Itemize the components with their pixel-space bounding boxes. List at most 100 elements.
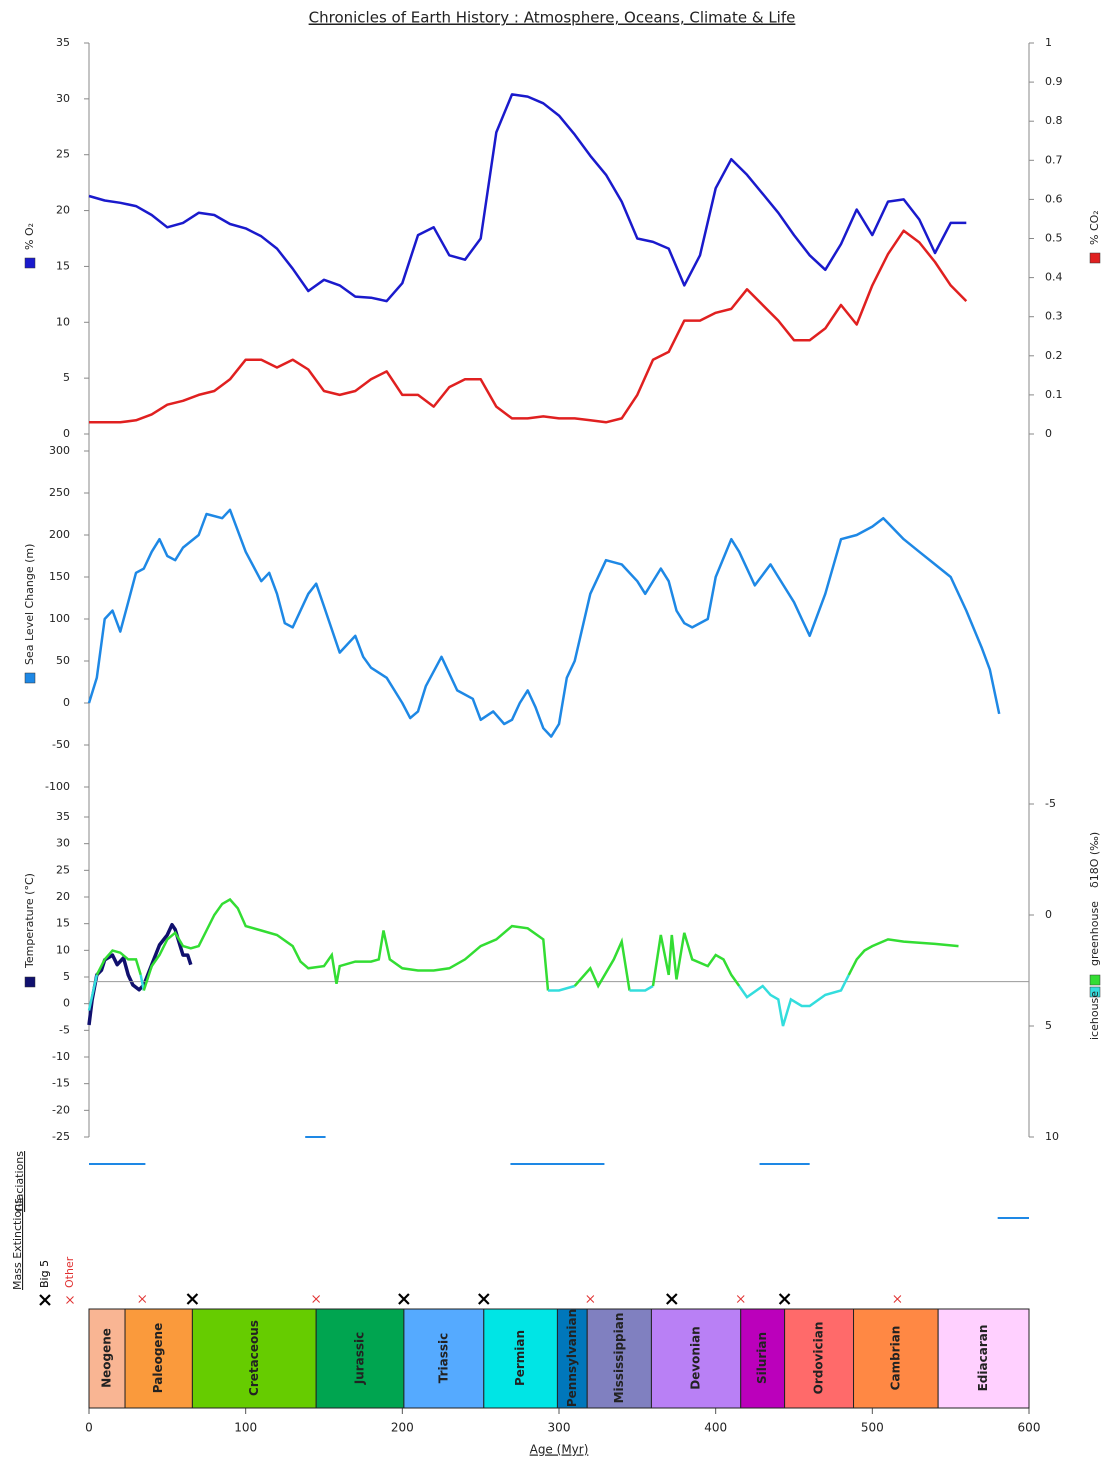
y-tick-label: 30: [56, 92, 70, 105]
y2-tick-label: 0.7: [1045, 153, 1063, 166]
y-tick-label: 20: [56, 204, 70, 217]
extinction-marker: [398, 1293, 410, 1305]
series-line: [88, 93, 967, 303]
period-label: Mississippian: [612, 1313, 626, 1404]
greenhouse-line: [95, 949, 142, 976]
period: [784, 1308, 855, 1409]
period: [853, 1308, 939, 1409]
y2-tick-label: 10: [1045, 1130, 1059, 1143]
x-tick-label: 500: [861, 1421, 884, 1435]
y-tick-label: -5: [59, 1023, 70, 1036]
y-tick-label: -100: [45, 780, 70, 793]
y2-tick-label: 0.5: [1045, 232, 1063, 245]
legend-label: % CO₂: [1088, 210, 1101, 245]
legend-label: greenhouse: [1088, 901, 1101, 966]
extinction-marker: [893, 1295, 902, 1303]
y-tick-label: 15: [56, 259, 70, 272]
period-label: Jurassic: [353, 1332, 367, 1386]
x-tick-label: 300: [548, 1421, 571, 1435]
period-label: Ediacaran: [976, 1325, 990, 1392]
extinction-marker: [138, 1295, 147, 1303]
mass-extinctions-label: Mass Extinctions: [11, 1198, 24, 1290]
y-tick-label: -15: [52, 1077, 70, 1090]
icehouse-line: [87, 974, 99, 1011]
y-tick-label: 300: [49, 444, 70, 457]
y2-tick-label: 0.4: [1045, 271, 1063, 284]
legend-label: icehouse: [1088, 991, 1101, 1040]
legend-swatch: [1089, 252, 1101, 264]
legend-swatch: [1089, 974, 1101, 986]
y-tick-label: -50: [52, 738, 70, 751]
y-tick-label: 10: [56, 943, 70, 956]
series-line: [89, 229, 968, 424]
y2-tick-label: 0.1: [1045, 388, 1063, 401]
x-tick-label: 600: [1018, 1421, 1041, 1435]
y-tick-label: -10: [52, 1050, 70, 1063]
greenhouse-line: [651, 932, 741, 987]
period: [403, 1308, 485, 1409]
y-tick-label: 200: [49, 528, 70, 541]
y-tick-label: 10: [56, 315, 70, 328]
period-label: Cambrian: [888, 1326, 902, 1391]
period: [191, 1308, 317, 1409]
legend-swatch: [24, 257, 36, 269]
y-tick-label: 35: [56, 36, 70, 49]
period-label: Cretaceous: [247, 1320, 261, 1396]
icehouse-line: [548, 984, 576, 992]
legend-label: Other: [63, 1256, 76, 1288]
period: [88, 1308, 126, 1409]
icehouse-line: [139, 974, 146, 991]
y2-tick-label: 0.8: [1045, 114, 1063, 127]
glaciations-label: Glaciations: [13, 1151, 26, 1212]
period-label: Silurian: [755, 1332, 769, 1384]
greenhouse-line: [142, 897, 550, 991]
period-label: Devonian: [689, 1326, 703, 1389]
y-tick-label: 0: [63, 997, 70, 1010]
legend-label: % O₂: [23, 223, 36, 250]
period: [315, 1308, 405, 1409]
period-label: Permian: [513, 1330, 527, 1386]
y2-tick-label: 0.6: [1045, 192, 1063, 205]
period: [740, 1308, 786, 1409]
y-tick-label: 50: [56, 654, 70, 667]
y2-tick-label: 5: [1045, 1019, 1052, 1032]
extinction-marker: [186, 1293, 199, 1305]
period: [124, 1308, 193, 1409]
y-tick-label: 0: [63, 427, 70, 440]
y-tick-label: 0: [63, 696, 70, 709]
greenhouse-line: [573, 937, 631, 991]
y2-tick-label: 0.9: [1045, 75, 1063, 88]
y-tick-label: 100: [49, 612, 70, 625]
y-tick-label: 250: [49, 486, 70, 499]
legend-marker: [39, 1294, 51, 1306]
icehouse-line: [738, 974, 850, 1027]
chart-title: Chronicles of Earth History : Atmosphere…: [309, 9, 796, 27]
legend-label: δ18O (‰): [1088, 832, 1101, 888]
y-tick-label: 150: [49, 570, 70, 583]
period: [586, 1308, 652, 1409]
y-tick-label: 25: [56, 863, 70, 876]
extinction-marker: [736, 1295, 745, 1303]
period: [483, 1308, 558, 1409]
y-tick-label: 20: [56, 890, 70, 903]
legend-label: Temperature (°C): [23, 873, 36, 969]
x-tick-label: 0: [85, 1421, 93, 1435]
period: [650, 1308, 742, 1409]
y-tick-label: 30: [56, 837, 70, 850]
period: [556, 1308, 588, 1409]
y2-tick-label: -5: [1045, 797, 1056, 810]
x-tick-label: 100: [234, 1421, 257, 1435]
y-tick-label: 5: [63, 371, 70, 384]
period-label: Ordovician: [812, 1322, 826, 1395]
x-tick-label: 400: [704, 1421, 727, 1435]
y-tick-label: -20: [52, 1103, 70, 1116]
legend-label: Sea Level Change (m): [23, 544, 36, 665]
period-label: Pennsylvanian: [565, 1309, 579, 1407]
y-tick-label: 35: [56, 810, 70, 823]
y2-tick-label: 0: [1045, 427, 1052, 440]
x-axis-label: Age (Myr): [530, 1443, 589, 1457]
extinction-marker: [666, 1293, 678, 1305]
series-line: [87, 508, 1001, 738]
legend-swatch: [24, 976, 36, 988]
